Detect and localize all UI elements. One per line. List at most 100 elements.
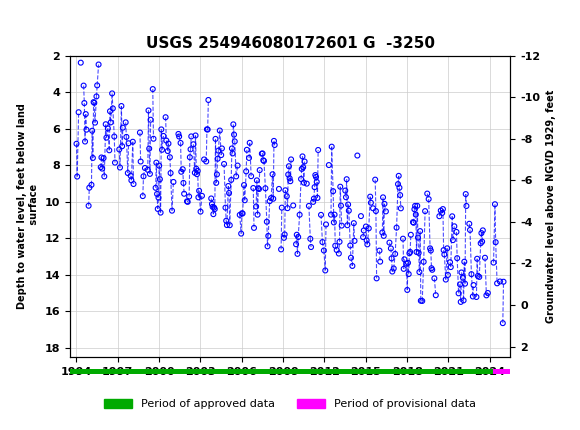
Point <box>412 203 422 209</box>
Point <box>489 259 498 266</box>
Point <box>342 176 351 183</box>
Point <box>439 247 448 254</box>
Point <box>149 135 158 142</box>
Point <box>283 205 292 212</box>
Point <box>418 298 427 304</box>
Point <box>79 100 89 107</box>
Point <box>400 256 409 263</box>
Point <box>203 126 212 133</box>
Point <box>286 178 295 184</box>
Point <box>452 228 461 235</box>
Point <box>331 242 340 249</box>
Point <box>117 103 126 110</box>
Point <box>163 147 172 154</box>
Point <box>107 90 117 97</box>
Point <box>405 250 414 257</box>
Point <box>476 240 485 247</box>
Point <box>455 281 465 288</box>
Point <box>277 246 286 253</box>
Point <box>474 273 484 280</box>
Point <box>100 173 109 180</box>
Point <box>262 218 271 225</box>
Point <box>404 270 414 277</box>
Point <box>151 184 160 191</box>
Point <box>419 258 428 265</box>
Point <box>416 297 426 304</box>
Point <box>209 211 218 218</box>
Point <box>233 162 242 169</box>
Point <box>176 139 185 146</box>
Point <box>194 187 204 194</box>
Point <box>154 194 163 201</box>
Point <box>327 143 336 150</box>
Point <box>230 138 240 145</box>
Point <box>411 203 420 209</box>
Point <box>225 222 234 229</box>
Point <box>402 260 411 267</box>
Point <box>353 152 362 159</box>
Point <box>81 138 90 145</box>
Point <box>336 202 346 209</box>
Point <box>381 208 390 215</box>
Point <box>443 245 452 252</box>
Point <box>135 129 144 136</box>
Point <box>371 176 380 183</box>
Point <box>237 230 246 237</box>
Point <box>240 197 249 204</box>
Point <box>188 141 198 147</box>
Point <box>89 99 98 106</box>
Point <box>213 147 223 154</box>
Point <box>396 205 405 212</box>
Point <box>358 233 368 240</box>
Point <box>92 93 101 100</box>
Point <box>285 175 294 182</box>
Point <box>336 183 345 190</box>
Point <box>235 212 244 218</box>
Point <box>293 250 302 257</box>
Point <box>335 238 344 245</box>
Point <box>420 208 430 215</box>
Point <box>371 208 380 215</box>
Point <box>361 223 371 230</box>
Point <box>406 231 415 238</box>
Point <box>392 224 401 231</box>
Point <box>230 131 239 138</box>
Point <box>168 207 177 214</box>
Point <box>424 196 433 203</box>
Point <box>332 246 342 253</box>
Point <box>389 265 398 272</box>
Point <box>224 190 234 197</box>
Point <box>292 231 302 238</box>
Point <box>414 234 423 241</box>
Point <box>257 150 266 157</box>
Point <box>457 269 466 276</box>
Point <box>245 139 255 146</box>
Point <box>242 146 252 153</box>
Point <box>182 198 191 205</box>
Point <box>375 258 385 265</box>
Point <box>118 143 127 150</box>
Point <box>465 227 474 233</box>
Point <box>340 187 350 194</box>
Point <box>469 282 478 289</box>
Point <box>152 159 161 166</box>
Point <box>454 290 463 297</box>
Point <box>184 193 194 200</box>
Point <box>491 239 501 246</box>
Point <box>177 168 186 175</box>
Point <box>437 209 447 216</box>
Point <box>341 194 350 201</box>
Point <box>443 271 452 278</box>
Point <box>477 230 486 236</box>
Point <box>259 157 268 164</box>
Point <box>175 133 184 140</box>
Point <box>193 168 202 175</box>
Point <box>121 119 130 126</box>
Point <box>222 221 231 228</box>
Point <box>255 167 264 174</box>
Point <box>161 114 171 121</box>
Point <box>386 245 396 252</box>
Point <box>482 292 491 299</box>
Point <box>222 217 231 224</box>
Point <box>468 293 477 300</box>
